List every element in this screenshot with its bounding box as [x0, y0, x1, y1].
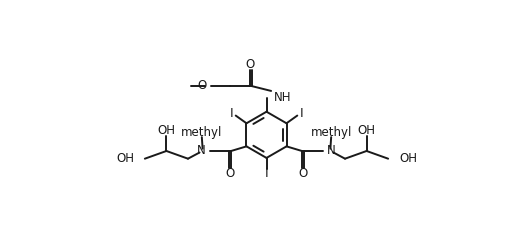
Text: O: O [246, 58, 255, 71]
Text: OH: OH [116, 152, 134, 165]
Text: N: N [197, 144, 206, 158]
Text: N: N [327, 144, 336, 158]
Text: NH: NH [274, 91, 292, 104]
Text: O: O [298, 167, 307, 180]
Text: I: I [300, 107, 304, 120]
Text: I: I [265, 167, 268, 180]
Text: O: O [226, 167, 235, 180]
Text: methyl: methyl [181, 126, 223, 139]
Text: O: O [197, 79, 206, 92]
Text: I: I [229, 107, 233, 120]
Text: OH: OH [358, 124, 375, 137]
Text: OH: OH [399, 152, 417, 165]
Text: methyl: methyl [310, 126, 352, 139]
Text: OH: OH [158, 124, 175, 137]
